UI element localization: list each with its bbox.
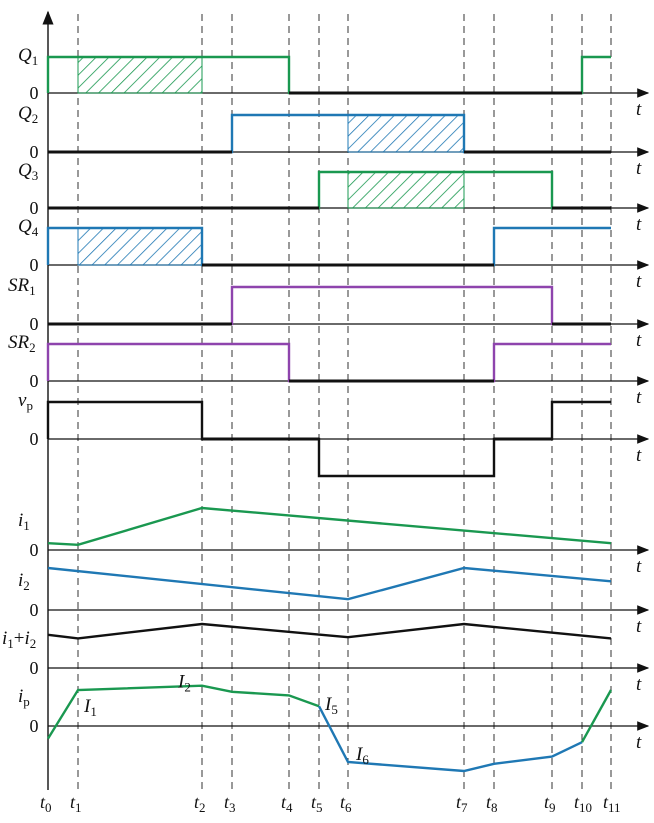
time-label-6: t6 (340, 792, 352, 815)
sr1-waveform (48, 285, 611, 326)
sr2-zero-label: 0 (30, 371, 39, 391)
q1-hatched-region (77, 56, 203, 94)
i1-zero-label: 0 (30, 540, 39, 560)
ip-waveform-rise (46, 684, 320, 740)
time-label-0: t0 (40, 792, 52, 815)
sr1-t-label: t (636, 330, 642, 351)
signal-labels: Q1 Q2 Q3 Q4 SR1 SR2 vp i1 i2 i1+i2 ip I1 I2 I5 I6 (2, 45, 369, 767)
isum-waveform (47, 622, 612, 640)
q3-hatched-region (347, 171, 465, 209)
time-label-8: t8 (486, 792, 498, 815)
sr2-t-label: t (636, 387, 642, 408)
i2-t-label: t (636, 616, 642, 637)
vp-zero-label: 0 (30, 429, 39, 449)
ip-annotation-I1: I1 (83, 696, 97, 719)
q3-label: Q3 (18, 160, 38, 183)
q1-zero-label: 0 (30, 83, 39, 103)
time-axis-labels: t0 t1 t2 t3 t4 t5 t6 t7 t8 t9 t10 t11 (40, 792, 621, 815)
time-label-11: t11 (603, 792, 621, 815)
i1-t-label: t (636, 556, 642, 577)
sr1-zero-label: 0 (30, 314, 39, 334)
ip-annotation-I5: I5 (324, 694, 338, 717)
q1-label: Q1 (18, 45, 38, 68)
q4-zero-label: 0 (30, 255, 39, 275)
ip-annotation-I2: I2 (177, 672, 191, 695)
time-label-4: t4 (281, 792, 293, 815)
i2-zero-label: 0 (30, 600, 39, 620)
vp-t-label: t (636, 445, 642, 466)
time-label-1: t1 (70, 792, 82, 815)
vp-waveform (46, 400, 611, 478)
time-label-2: t2 (194, 792, 206, 815)
sr2-waveform (46, 342, 611, 383)
q2-label: Q2 (18, 103, 38, 126)
ip-waveform-return (580, 689, 613, 743)
time-label-3: t3 (224, 792, 236, 815)
ip-zero-label: 0 (30, 716, 39, 736)
vp-label: vp (18, 390, 33, 413)
ip-t-label: t (636, 732, 642, 753)
i1-label: i1 (18, 510, 30, 533)
i2-waveform (47, 566, 612, 601)
q3-waveform (48, 170, 611, 210)
i1-waveform (47, 506, 612, 547)
isum-zero-label: 0 (30, 658, 39, 678)
sr2-label: SR2 (8, 332, 36, 355)
q1-t-label: t (636, 99, 642, 120)
q4-t-label: t (636, 271, 642, 292)
ip-label: ip (18, 686, 30, 709)
q2-hatched-region (347, 114, 465, 153)
time-label-9: t9 (544, 792, 556, 815)
hatched-regions (77, 56, 465, 266)
time-label-5: t5 (311, 792, 323, 815)
q2-waveform (48, 113, 611, 154)
time-label-7: t7 (456, 792, 468, 815)
time-label-10: t10 (574, 792, 592, 815)
isum-t-label: t (636, 674, 642, 695)
isum-label: i1+i2 (2, 628, 36, 651)
q3-t-label: t (636, 214, 642, 235)
q4-label: Q4 (18, 216, 39, 239)
q3-zero-label: 0 (30, 198, 39, 218)
ip-annotation-I6: I6 (355, 744, 369, 767)
waveforms (46, 55, 613, 773)
q2-t-label: t (636, 158, 642, 179)
q2-zero-label: 0 (30, 142, 39, 162)
sr1-label: SR1 (8, 275, 36, 298)
ip-waveform-fall (317, 705, 583, 773)
q4-hatched-region (77, 227, 203, 266)
i2-label: i2 (18, 570, 30, 593)
